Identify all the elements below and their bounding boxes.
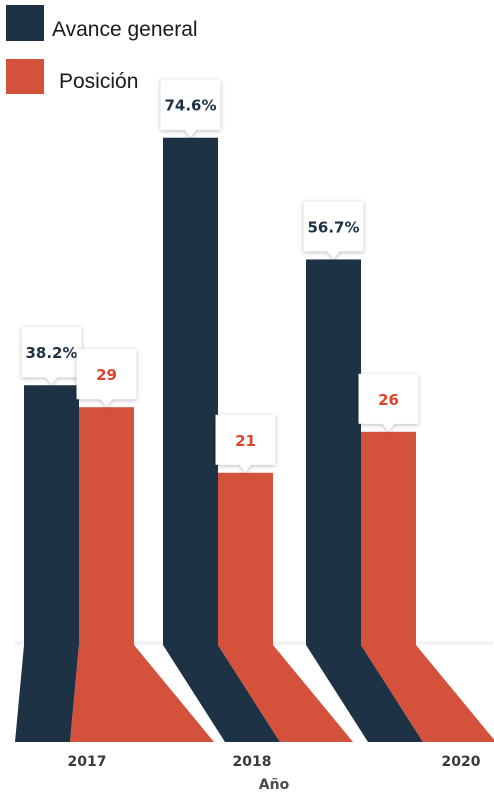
callout-posicion-2017: 29 [76, 349, 137, 407]
floor-reflection-2018-avance [163, 645, 280, 742]
callout-posicion-2020: 26 [358, 373, 419, 431]
callout-posicion-2020-text: 26 [378, 391, 399, 409]
bar-posicion-2017 [79, 407, 134, 645]
callout-avance-2017: 38.2% [21, 327, 82, 385]
legend-label-avance: Avance general [52, 18, 198, 41]
x-tick-2020: 2020 [442, 754, 481, 770]
floor-reflection-2018-posicion [218, 645, 353, 742]
legend-swatch-avance [6, 5, 44, 41]
floor-reflection-2017-posicion [70, 645, 214, 742]
legend-swatch-posicion [6, 59, 44, 94]
bars-group [24, 137, 416, 645]
callout-avance-2018: 74.6% [160, 79, 221, 137]
x-axis-title: Año [259, 777, 290, 792]
x-axis: 2017 2018 2020 Año [68, 754, 481, 792]
legend-label-posicion: Posición [59, 70, 138, 93]
x-tick-2017: 2017 [68, 754, 107, 770]
bar-posicion-2018 [218, 472, 273, 645]
legend: Avance general Posición [6, 5, 198, 94]
bar-avance-2018 [163, 137, 218, 645]
x-tick-2018: 2018 [233, 754, 272, 770]
bar-avance-2020 [306, 259, 361, 645]
callout-avance-2017-text: 38.2% [25, 344, 77, 362]
callout-posicion-2017-text: 29 [96, 366, 117, 384]
value-callouts: 38.2% 29 74.6% 21 56.7% 26 [21, 79, 419, 472]
callout-posicion-2018-text: 21 [235, 432, 256, 450]
floor-reflection-2017-avance [15, 645, 79, 742]
bar-posicion-2020 [361, 431, 416, 645]
callout-avance-2020: 56.7% [303, 201, 364, 259]
callout-avance-2020-text: 56.7% [307, 218, 359, 236]
callout-posicion-2018: 21 [215, 414, 276, 472]
floor-reflection-2020-posicion [361, 645, 494, 742]
bar-avance-2017 [24, 385, 79, 645]
chart-floor [15, 641, 494, 742]
callout-avance-2018-text: 74.6% [164, 97, 216, 115]
floor-reflection-2020-avance [306, 645, 423, 742]
